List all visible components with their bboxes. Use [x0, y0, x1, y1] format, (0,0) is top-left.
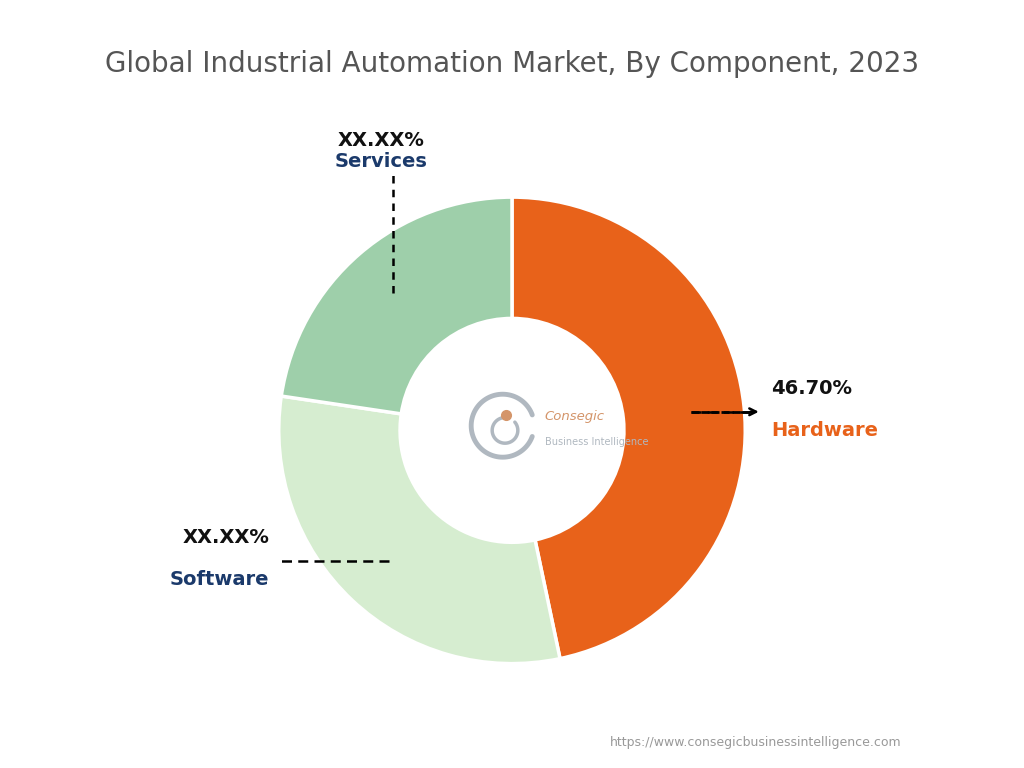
Text: Services: Services [335, 153, 428, 171]
Wedge shape [512, 197, 745, 659]
Text: Global Industrial Automation Market, By Component, 2023: Global Industrial Automation Market, By … [104, 50, 920, 78]
Text: XX.XX%: XX.XX% [182, 528, 269, 548]
Text: Business Intelligence: Business Intelligence [545, 437, 648, 447]
Text: Hardware: Hardware [771, 421, 878, 440]
Text: https://www.consegicbusinessintelligence.com: https://www.consegicbusinessintelligence… [609, 736, 901, 749]
Wedge shape [282, 197, 512, 414]
Text: Consegic: Consegic [545, 410, 604, 423]
Text: XX.XX%: XX.XX% [338, 131, 425, 151]
Text: 46.70%: 46.70% [771, 379, 852, 398]
Wedge shape [279, 396, 560, 664]
Text: Software: Software [170, 571, 269, 589]
